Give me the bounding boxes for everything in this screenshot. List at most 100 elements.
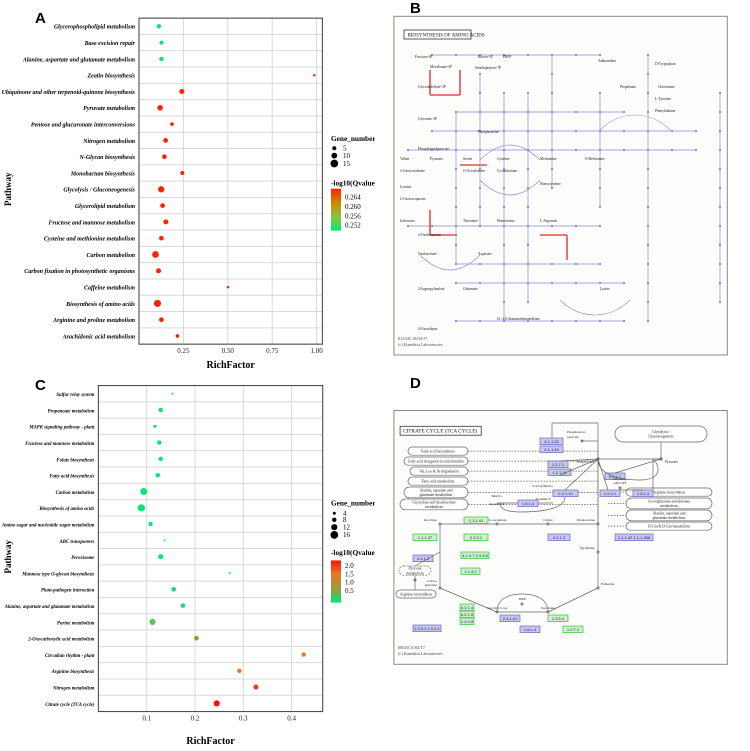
svg-text:Fumarate: Fumarate bbox=[601, 582, 615, 586]
svg-text:Arginine biosynthesis: Arginine biosynthesis bbox=[51, 670, 95, 675]
svg-text:1.2.7.1: 1.2.7.1 bbox=[552, 462, 565, 467]
svg-text:glutamate metabolism: glutamate metabolism bbox=[420, 493, 453, 497]
svg-text:1.1.4.2: 1.1.4.2 bbox=[464, 569, 477, 574]
svg-text:CITRATE CYCLE (TCA CYCLE): CITRATE CYCLE (TCA CYCLE) bbox=[403, 428, 478, 435]
svg-text:Fructose-6P: Fructose-6P bbox=[415, 55, 432, 59]
svg-text:Base excision repair: Base excision repair bbox=[84, 41, 136, 47]
svg-text:Dihydro-: Dihydro- bbox=[492, 494, 503, 498]
svg-text:0.3: 0.3 bbox=[239, 715, 248, 723]
svg-text:15: 15 bbox=[343, 160, 351, 168]
svg-text:Carbon metabolism: Carbon metabolism bbox=[86, 253, 135, 259]
svg-text:0.75: 0.75 bbox=[266, 347, 279, 355]
svg-text:2.3.3.8: 2.3.3.8 bbox=[461, 619, 474, 624]
svg-text:Nitrogen metabolism: Nitrogen metabolism bbox=[52, 687, 95, 692]
svg-text:metabolism: metabolism bbox=[425, 505, 442, 509]
svg-text:0.1: 0.1 bbox=[142, 715, 151, 723]
svg-text:1.8.1.4: 1.8.1.4 bbox=[524, 627, 537, 632]
svg-text:1.2.7.1: 1.2.7.1 bbox=[567, 627, 580, 632]
svg-text:S-Methionine: S-Methionine bbox=[585, 157, 605, 161]
svg-text:1.8.1.4: 1.8.1.4 bbox=[522, 501, 535, 506]
svg-text:Chorismate: Chorismate bbox=[658, 85, 675, 89]
svg-text:(c) Kanehisa Laboratories: (c) Kanehisa Laboratories bbox=[398, 651, 443, 656]
svg-text:Cysteine: Cysteine bbox=[497, 157, 510, 161]
svg-text:Carbon fixation in photosynthe: Carbon fixation in photosynthetic organi… bbox=[24, 269, 135, 275]
svg-text:2.3.3.1: 2.3.3.1 bbox=[470, 535, 483, 540]
svg-text:Homocysteine: Homocysteine bbox=[540, 182, 561, 186]
svg-text:D: D bbox=[410, 375, 421, 392]
svg-text:Gluconeogenesis: Gluconeogenesis bbox=[648, 435, 674, 439]
svg-text:6.2.1.4: 6.2.1.4 bbox=[461, 605, 474, 610]
svg-text:ABC transporters: ABC transporters bbox=[59, 540, 95, 545]
svg-text:ThPP: ThPP bbox=[518, 597, 526, 601]
svg-text:pyruvate: pyruvate bbox=[567, 435, 579, 439]
svg-text:Folate biosynthesis: Folate biosynthesis bbox=[56, 458, 94, 463]
svg-text:Succinate: Succinate bbox=[541, 606, 555, 610]
svg-text:0.4: 0.4 bbox=[287, 715, 296, 723]
svg-text:Alanine, aspartate and glutama: Alanine, aspartate and glutamate metabol… bbox=[22, 57, 136, 63]
svg-text:Citrate: Citrate bbox=[543, 518, 553, 522]
svg-text:4.1.3.7 2.3.3.8: 4.1.3.7 2.3.3.8 bbox=[462, 553, 488, 558]
svg-text:2.0: 2.0 bbox=[345, 562, 354, 570]
svg-text:Oxaloacetate: Oxaloacetate bbox=[418, 252, 437, 256]
svg-text:10: 10 bbox=[343, 152, 351, 160]
svg-text:Pathway: Pathway bbox=[3, 172, 13, 206]
svg-text:4.2.1.3: 4.2.1.3 bbox=[553, 535, 566, 540]
svg-text:1.1.1.37: 1.1.1.37 bbox=[418, 535, 433, 540]
svg-text:-log10(Qvalue): -log10(Qvalue) bbox=[331, 548, 375, 557]
svg-text:Gene_number: Gene_number bbox=[331, 498, 375, 507]
svg-text:Zeatin biosynthesis: Zeatin biosynthesis bbox=[86, 74, 135, 80]
svg-text:Leucine: Leucine bbox=[400, 185, 412, 189]
svg-text:2-Oxoisovalerate: 2-Oxoisovalerate bbox=[400, 169, 425, 173]
svg-text:Arginine biosynthesis: Arginine biosynthesis bbox=[400, 592, 433, 596]
svg-text:00020 11/04/17: 00020 11/04/17 bbox=[398, 645, 426, 650]
svg-text:RichFactor: RichFactor bbox=[207, 360, 256, 371]
svg-text:Anthranilate: Anthranilate bbox=[598, 59, 616, 63]
svg-text:Fructose and mannose metabolis: Fructose and mannose metabolism bbox=[25, 442, 94, 447]
svg-text:Acevoglutarate and aldonate: Acevoglutarate and aldonate bbox=[648, 500, 691, 504]
svg-text:0.264: 0.264 bbox=[345, 194, 361, 202]
svg-text:Ubiquinone and other terpenoid: Ubiquinone and other terpenoid-quinone b… bbox=[2, 90, 136, 96]
svg-text:ethyl-TPP: ethyl-TPP bbox=[614, 481, 627, 485]
svg-text:Pyruvate metabolism: Pyruvate metabolism bbox=[83, 106, 135, 112]
svg-text:2-Oxobutanoate: 2-Oxobutanoate bbox=[418, 233, 442, 237]
svg-text:Glycerate-3P: Glycerate-3P bbox=[418, 117, 437, 121]
svg-text:Fatty acid biosynthesis: Fatty acid biosynthesis bbox=[49, 475, 94, 480]
svg-text:Glyoxylate and dicarboxylate: Glyoxylate and dicarboxylate bbox=[412, 501, 456, 505]
svg-text:1.3.5.4 1.5.3.1: 1.3.5.4 1.5.3.1 bbox=[414, 626, 440, 631]
svg-text:Biosynthesis of amino acids: Biosynthesis of amino acids bbox=[65, 302, 136, 308]
svg-text:Isoleucine: Isoleucine bbox=[400, 219, 415, 223]
svg-text:2.3.1.12: 2.3.1.12 bbox=[558, 491, 573, 496]
svg-text:0.2: 0.2 bbox=[191, 715, 200, 723]
svg-text:Pathway: Pathway bbox=[3, 539, 13, 573]
svg-text:L-Aspartate: L-Aspartate bbox=[540, 219, 558, 223]
svg-text:Monobactam biosynthesis: Monobactam biosynthesis bbox=[70, 171, 136, 177]
svg-text:C: C bbox=[35, 377, 46, 394]
svg-text:B: B bbox=[410, 0, 421, 17]
svg-text:Homoserine: Homoserine bbox=[497, 219, 515, 223]
svg-text:(S)-Malate: (S)-Malate bbox=[580, 546, 596, 550]
svg-text:cis-Aconitate: cis-Aconitate bbox=[488, 518, 507, 522]
svg-text:Cystathionine: Cystathionine bbox=[497, 169, 517, 173]
svg-text:Pyruvate: Pyruvate bbox=[408, 567, 421, 571]
svg-text:1.00: 1.00 bbox=[310, 347, 323, 355]
svg-text:0.25: 0.25 bbox=[177, 347, 190, 355]
svg-text:Ribose-5P: Ribose-5P bbox=[478, 55, 493, 59]
svg-text:6.2.1.5: 6.2.1.5 bbox=[461, 612, 474, 617]
svg-text:1.8.1.4: 1.8.1.4 bbox=[637, 491, 650, 496]
svg-text:Fructose and mannose metabolis: Fructose and mannose metabolism bbox=[48, 220, 135, 226]
svg-text:Pyruvate: Pyruvate bbox=[665, 460, 678, 464]
svg-text:0.252: 0.252 bbox=[345, 222, 361, 230]
svg-text:Mannose type O-glycan biosynth: Mannose type O-glycan biosynthesis bbox=[21, 572, 94, 577]
svg-text:Arachidonic acid metabolism: Arachidonic acid metabolism bbox=[62, 334, 136, 340]
svg-text:Mevalonate-5P: Mevalonate-5P bbox=[430, 65, 452, 69]
svg-text:Glyceraldehyde-3P: Glyceraldehyde-3P bbox=[418, 85, 446, 89]
svg-text:Glycolysis /: Glycolysis / bbox=[652, 430, 671, 434]
svg-text:Glutamate: Glutamate bbox=[463, 287, 478, 291]
svg-text:Amino sugar and nucleotide sug: Amino sugar and nucleotide sugar metabol… bbox=[1, 524, 95, 529]
svg-text:1.1.1.41: 1.1.1.41 bbox=[469, 518, 484, 523]
svg-text:Propanoate metabolism: Propanoate metabolism bbox=[48, 409, 95, 414]
svg-text:0.256: 0.256 bbox=[345, 213, 361, 221]
svg-text:Serine: Serine bbox=[463, 157, 473, 161]
svg-text:Carbon metabolism: Carbon metabolism bbox=[56, 491, 95, 496]
svg-text:MAPK signaling pathway - plant: MAPK signaling pathway - plant bbox=[28, 426, 95, 431]
